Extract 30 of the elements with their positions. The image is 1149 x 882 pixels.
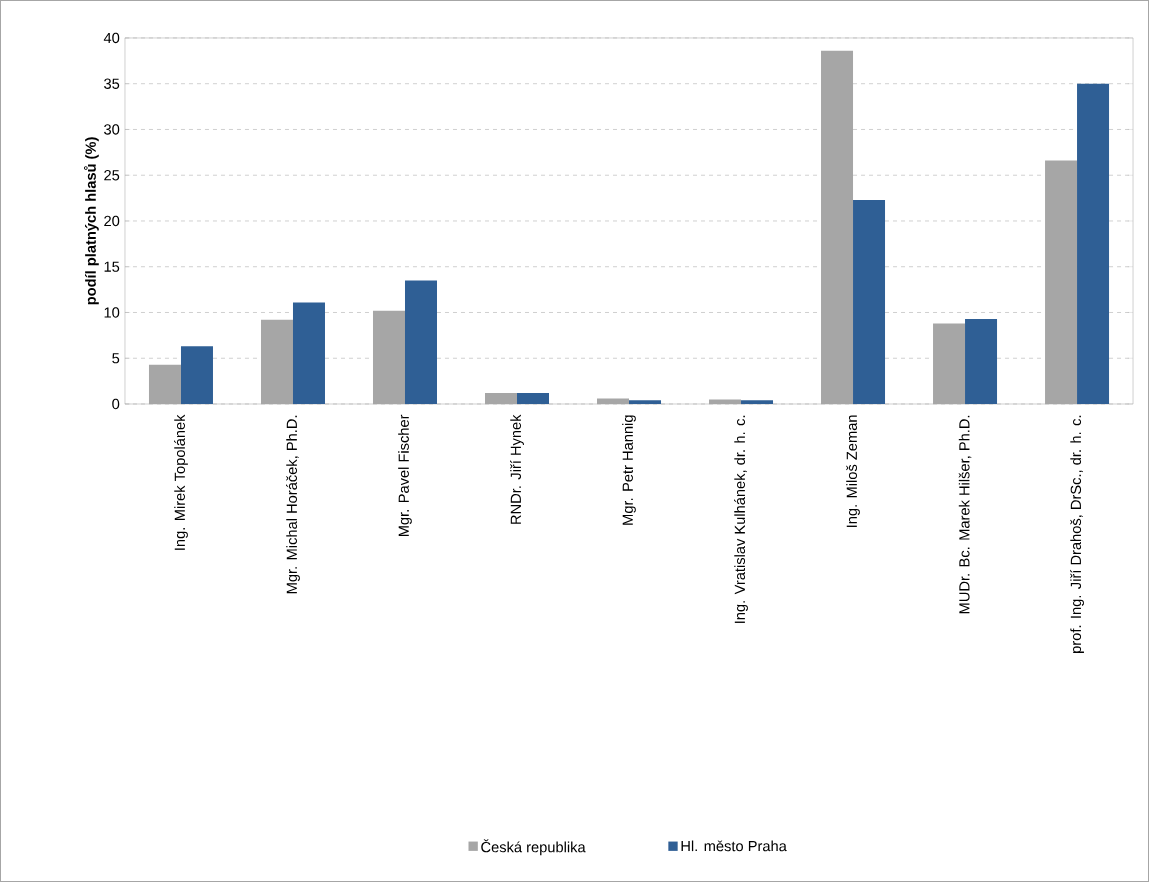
x-tick-label: Mgr. Petr Hannig (622, 415, 636, 525)
bar (741, 400, 774, 404)
x-tick-label: Mgr. Michal Horáček, Ph.D. (286, 415, 300, 594)
x-tick-label: prof. Ing. Jiří Drahoš, DrSc., dr. h. c. (1070, 415, 1084, 653)
bar (629, 400, 662, 404)
y-tick-label: 40 (103, 32, 120, 44)
bar (180, 346, 213, 404)
y-tick-label: 10 (104, 307, 120, 318)
y-tick-label: 20 (104, 215, 120, 227)
legend-label: Hl. město Praha (681, 840, 787, 852)
x-tick-label: Ing. Miloš Zeman (846, 415, 860, 527)
x-tick-label: RNDr. Jiří Hynek (510, 414, 524, 524)
x-tick-label: Mgr. Pavel Fischer (398, 414, 412, 537)
legend-label: Česká republika (481, 839, 586, 856)
bar (292, 302, 325, 404)
y-tick-label: 15 (104, 261, 120, 272)
x-tick-label: Ing. Vratislav Kulhánek, dr. h. c. (734, 415, 748, 623)
y-axis-title: podíl platných hlasů (%) (83, 137, 99, 305)
y-tick-label: 5 (112, 353, 120, 364)
bar (405, 280, 437, 404)
x-tick-label: MUDr. Bc. Marek Hilšer, Ph.D. (958, 415, 972, 614)
y-tick-label: 0 (112, 398, 120, 410)
bar (853, 199, 886, 404)
y-tick-label: 30 (104, 124, 120, 135)
x-tick-label: Ing. Mirek Topolánek (174, 414, 188, 550)
bar (1077, 83, 1110, 404)
y-tick-label: 35 (104, 78, 120, 89)
bar (965, 318, 998, 404)
y-tick-label: 25 (104, 170, 120, 181)
bar (517, 393, 550, 404)
